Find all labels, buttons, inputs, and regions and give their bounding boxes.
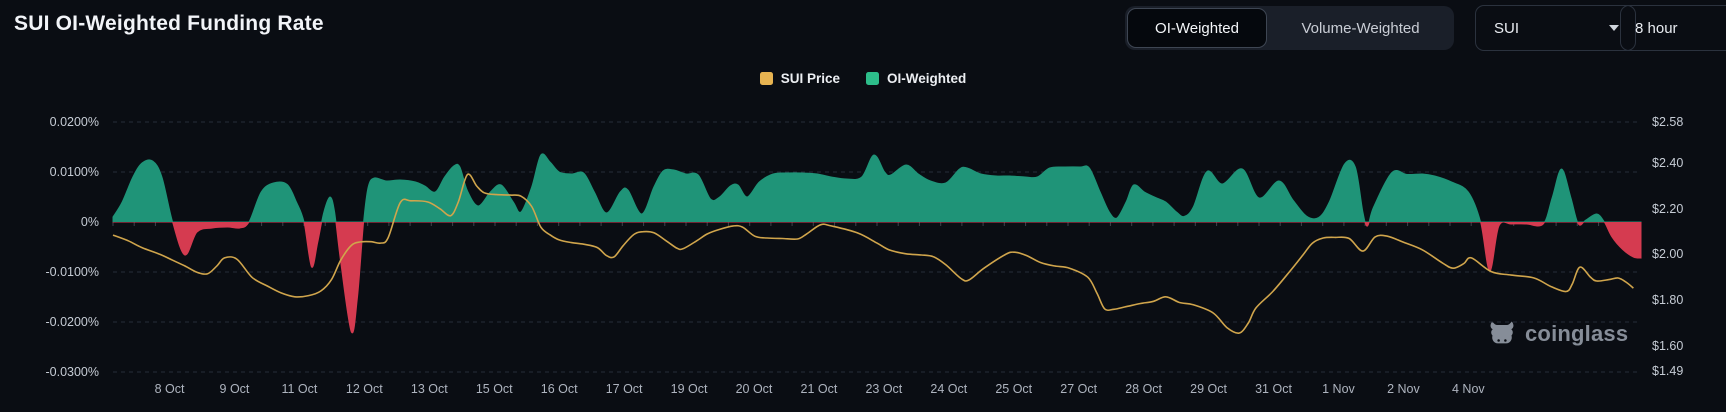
- x-axis-date-label: 11 Oct: [281, 382, 318, 396]
- y-axis-right-label: $2.00: [1652, 247, 1684, 262]
- x-axis-date-label: 21 Oct: [800, 382, 838, 396]
- x-axis-date-label: 16 Oct: [540, 382, 578, 396]
- y-axis-right-label: $1.80: [1652, 293, 1684, 308]
- symbol-select-value: SUI: [1494, 19, 1520, 37]
- legend: SUI Price OI-Weighted: [0, 71, 1726, 86]
- x-axis-date-label: 31 Oct: [1255, 382, 1292, 396]
- x-axis-date-label: 15 Oct: [475, 382, 513, 396]
- legend-item-oi-weighted[interactable]: OI-Weighted: [866, 71, 966, 86]
- y-axis-left-label: -0.0100%: [45, 265, 99, 279]
- x-axis-date-label: 17 Oct: [605, 382, 643, 396]
- watermark-text: coinglass: [1525, 321, 1629, 346]
- toggle-volume-weighted[interactable]: Volume-Weighted: [1301, 19, 1420, 37]
- x-axis-date-label: 20 Oct: [735, 382, 773, 396]
- x-axis-date-label: 13 Oct: [410, 382, 448, 396]
- y-axis-right-label: $2.58: [1652, 115, 1684, 129]
- y-axis-right-label: $1.49: [1652, 364, 1684, 378]
- y-axis-right-label: $2.20: [1652, 201, 1684, 216]
- x-axis-date-label: 24 Oct: [930, 382, 968, 396]
- y-axis-left-label: -0.0300%: [45, 365, 99, 379]
- interval-select-value: 8 hour: [1635, 19, 1678, 37]
- y-axis-left-label: -0.0200%: [45, 315, 99, 329]
- x-axis-date-label: 1 Nov: [1322, 382, 1355, 396]
- interval-select[interactable]: 8 hour: [1620, 5, 1726, 51]
- y-axis-left-label: 0%: [80, 215, 99, 229]
- legend-item-sui-price[interactable]: SUI Price: [759, 71, 841, 86]
- x-axis-date-label: 4 Nov: [1452, 382, 1485, 396]
- coinglass-bull-icon: [1490, 321, 1514, 344]
- x-axis-date-label: 9 Oct: [219, 382, 250, 396]
- x-axis-date-label: 8 Oct: [154, 382, 185, 396]
- x-axis-date-label: 28 Oct: [1125, 382, 1163, 396]
- chevron-down-icon: [1609, 25, 1619, 31]
- weight-toggle: OI-Weighted Volume-Weighted: [1125, 6, 1454, 50]
- toggle-oi-weighted[interactable]: OI-Weighted: [1127, 8, 1267, 48]
- x-axis-date-label: 25 Oct: [995, 382, 1033, 396]
- x-axis-date-label: 2 Nov: [1387, 382, 1420, 396]
- x-axis-date-label: 23 Oct: [865, 382, 903, 396]
- coinglass-watermark: coinglass: [1487, 319, 1628, 349]
- symbol-select[interactable]: SUI: [1475, 5, 1636, 51]
- legend-label: SUI Price: [780, 71, 841, 86]
- x-axis-date-label: 27 Oct: [1060, 382, 1098, 396]
- page-title: SUI OI-Weighted Funding Rate: [14, 12, 324, 35]
- y-axis-left-label: 0.0100%: [49, 165, 99, 179]
- x-axis-date-label: 12 Oct: [345, 382, 383, 396]
- y-axis-right-label: $1.60: [1652, 338, 1684, 353]
- x-axis-date-label: 19 Oct: [670, 382, 708, 396]
- oi-weighted-marker-icon: [866, 72, 880, 85]
- sui-price-marker-icon: [759, 72, 773, 85]
- y-axis-left-label: 0.0200%: [49, 115, 99, 129]
- x-axis-date-label: 29 Oct: [1190, 382, 1227, 396]
- legend-label: OI-Weighted: [887, 71, 967, 86]
- y-axis-right-label: $2.40: [1652, 156, 1684, 171]
